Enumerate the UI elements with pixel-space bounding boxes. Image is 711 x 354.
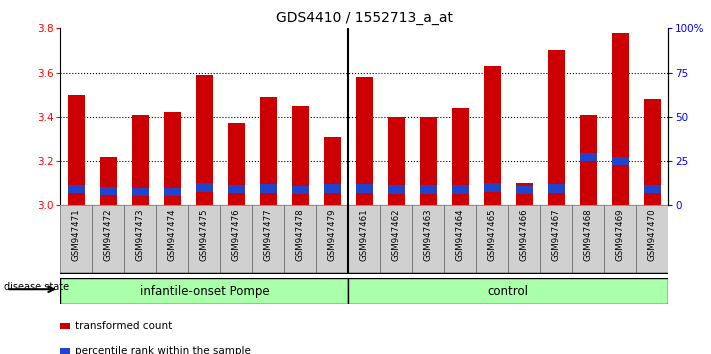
- Text: percentile rank within the sample: percentile rank within the sample: [75, 346, 251, 354]
- Bar: [60, 279, 348, 304]
- Bar: [380, 205, 412, 274]
- Text: GSM947477: GSM947477: [264, 208, 273, 261]
- Bar: [508, 205, 540, 274]
- Bar: [547, 184, 565, 193]
- Text: transformed count: transformed count: [75, 321, 173, 331]
- Text: GSM947463: GSM947463: [424, 208, 433, 261]
- Bar: [451, 185, 469, 194]
- Text: GSM947471: GSM947471: [72, 208, 81, 261]
- Bar: [324, 184, 341, 193]
- Bar: [643, 99, 661, 205]
- Bar: [220, 205, 252, 274]
- Bar: [636, 205, 668, 274]
- Bar: [579, 153, 597, 161]
- Bar: [228, 124, 245, 205]
- Bar: [60, 205, 92, 274]
- Bar: [316, 205, 348, 274]
- Text: GSM947472: GSM947472: [104, 208, 113, 261]
- Bar: [68, 95, 85, 205]
- Bar: [572, 205, 604, 274]
- Bar: [483, 183, 501, 192]
- Bar: [132, 188, 149, 196]
- Bar: [604, 205, 636, 274]
- Bar: [611, 157, 629, 166]
- Bar: [196, 183, 213, 192]
- Bar: [348, 205, 380, 274]
- Bar: [419, 117, 437, 205]
- Title: GDS4410 / 1552713_a_at: GDS4410 / 1552713_a_at: [276, 11, 453, 24]
- Bar: [252, 205, 284, 274]
- Bar: [547, 51, 565, 205]
- Bar: [419, 185, 437, 194]
- Bar: [451, 108, 469, 205]
- Text: GSM947465: GSM947465: [488, 208, 497, 261]
- Bar: [515, 183, 533, 205]
- Bar: [164, 188, 181, 196]
- Bar: [348, 279, 668, 304]
- Bar: [164, 113, 181, 205]
- Bar: [387, 185, 405, 194]
- Text: disease state: disease state: [4, 282, 69, 292]
- Text: GSM947476: GSM947476: [232, 208, 241, 261]
- Bar: [356, 77, 373, 205]
- Bar: [260, 97, 277, 205]
- Text: GSM947462: GSM947462: [392, 208, 401, 261]
- Text: infantile-onset Pompe: infantile-onset Pompe: [139, 285, 269, 298]
- Bar: [228, 185, 245, 193]
- Bar: [60, 323, 70, 329]
- Bar: [292, 106, 309, 205]
- Text: GSM947468: GSM947468: [584, 208, 593, 261]
- Bar: [284, 205, 316, 274]
- Bar: [92, 205, 124, 274]
- Bar: [156, 205, 188, 274]
- Text: GSM947479: GSM947479: [328, 208, 337, 261]
- Bar: [260, 184, 277, 193]
- Bar: [515, 186, 533, 194]
- Bar: [540, 205, 572, 274]
- Bar: [100, 156, 117, 205]
- Bar: [188, 205, 220, 274]
- Bar: [100, 187, 117, 195]
- Bar: [60, 348, 70, 354]
- Text: GSM947474: GSM947474: [168, 208, 177, 261]
- Text: GSM947466: GSM947466: [520, 208, 529, 261]
- Bar: [476, 205, 508, 274]
- Bar: [444, 205, 476, 274]
- Text: GSM947478: GSM947478: [296, 208, 305, 261]
- Bar: [483, 66, 501, 205]
- Text: GSM947467: GSM947467: [552, 208, 561, 261]
- Text: GSM947461: GSM947461: [360, 208, 369, 261]
- Text: GSM947470: GSM947470: [648, 208, 657, 261]
- Bar: [579, 115, 597, 205]
- Bar: [611, 33, 629, 205]
- Text: GSM947475: GSM947475: [200, 208, 209, 261]
- Bar: [68, 185, 85, 193]
- Bar: [387, 117, 405, 205]
- Bar: [643, 185, 661, 193]
- Bar: [356, 184, 373, 193]
- Text: GSM947473: GSM947473: [136, 208, 145, 261]
- Bar: [124, 205, 156, 274]
- Text: control: control: [488, 285, 529, 298]
- Text: GSM947464: GSM947464: [456, 208, 465, 261]
- Bar: [132, 115, 149, 205]
- Bar: [292, 186, 309, 194]
- Bar: [196, 75, 213, 205]
- Text: GSM947469: GSM947469: [616, 208, 625, 261]
- Bar: [412, 205, 444, 274]
- Bar: [324, 137, 341, 205]
